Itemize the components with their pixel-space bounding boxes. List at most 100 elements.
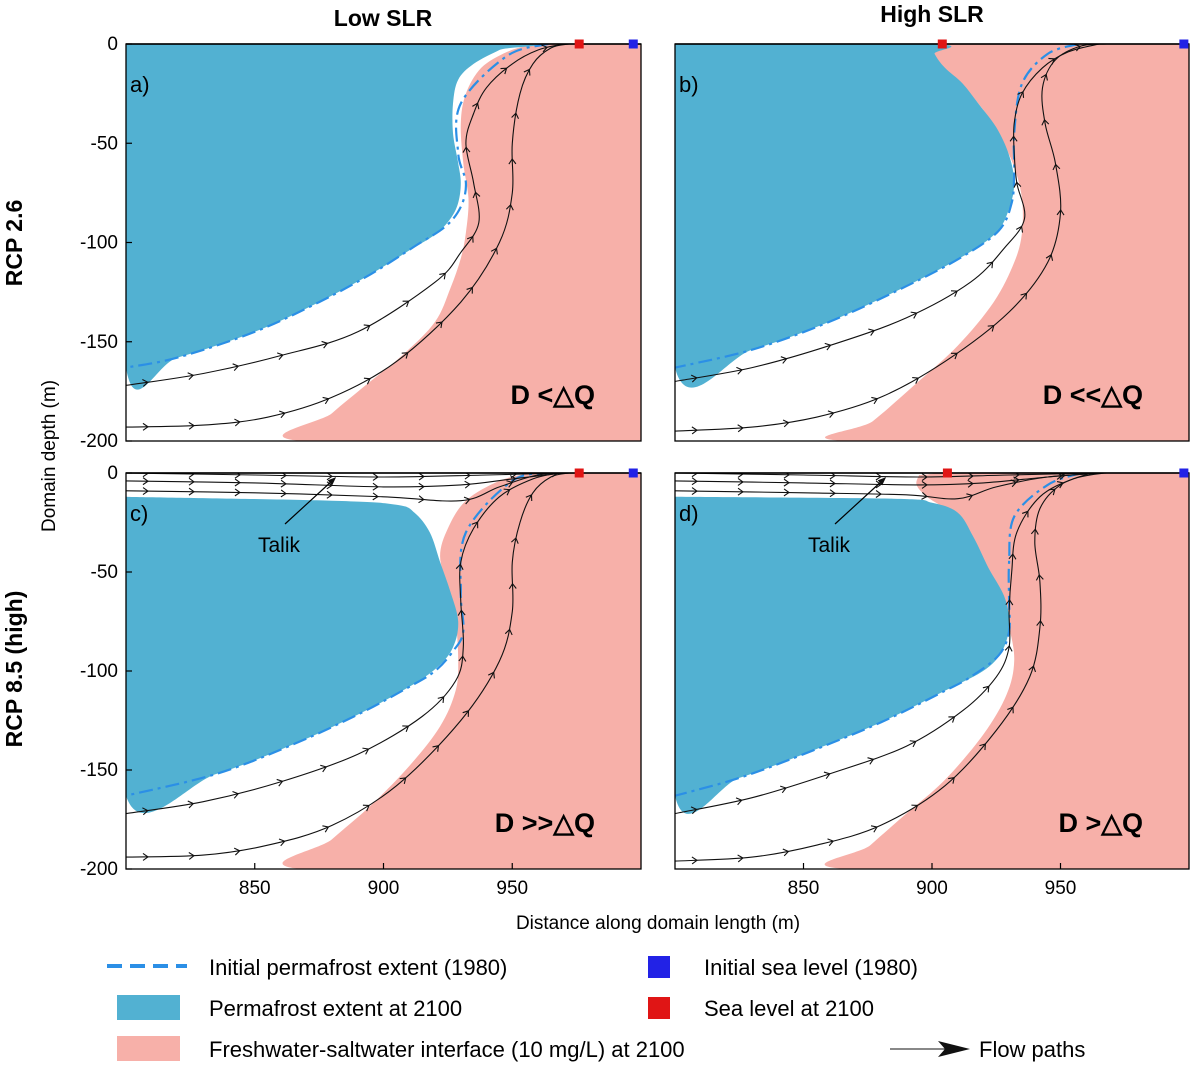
panel-c: c) D >>△Q Talik 0 -50 -100 -150 -200 850 900 950 xyxy=(80,463,642,899)
flow-arrow xyxy=(950,352,958,360)
talik-label: Talik xyxy=(808,534,851,557)
flow-arrow xyxy=(823,771,831,780)
flow-arrow xyxy=(737,487,744,496)
flow-arrow xyxy=(418,482,425,491)
initial-sea-level-marker xyxy=(1179,468,1189,478)
flow-arrow xyxy=(188,421,195,430)
flow-arrow xyxy=(737,424,744,433)
initial-permafrost-line xyxy=(126,44,549,369)
flow-path xyxy=(126,473,564,488)
flow-arrow xyxy=(782,848,790,857)
flow-arrow xyxy=(509,475,517,483)
flow-arrow xyxy=(278,410,286,419)
talik-pointer xyxy=(834,477,887,525)
saltwater-region xyxy=(282,44,641,441)
flow-arrow xyxy=(870,825,878,833)
flow-arrow xyxy=(1004,644,1013,652)
flow-arrow xyxy=(948,777,955,784)
flow-arrow xyxy=(827,838,835,847)
flow-arrow xyxy=(466,286,473,294)
sea-level-2100-marker xyxy=(574,39,584,49)
flow-arrow xyxy=(737,477,744,486)
flow-arrow xyxy=(322,396,330,405)
flow-arrow xyxy=(1035,573,1044,581)
x-tick-label: 850 xyxy=(788,878,820,899)
flow-arrow xyxy=(187,372,195,381)
flow-arrow xyxy=(1030,528,1039,535)
x-axis-title: Distance along domain length (m) xyxy=(516,913,800,934)
flow-arrow xyxy=(780,785,787,794)
y-tick-label: -100 xyxy=(80,661,118,682)
initial-permafrost-line xyxy=(675,473,1082,797)
row-title-rcp85: RCP 8.5 (high) xyxy=(1,591,27,748)
relation-label: D >△Q xyxy=(1058,808,1143,838)
flow-arrow xyxy=(466,235,474,243)
legend-swatch xyxy=(117,995,180,1020)
flow-arrow xyxy=(691,477,698,486)
flow-path xyxy=(126,473,570,858)
flow-arrow xyxy=(276,778,284,787)
column-title-high-slr: High SLR xyxy=(880,1,984,27)
flow-arrow xyxy=(321,340,329,349)
flow-arrow xyxy=(188,473,195,478)
flow-arrow xyxy=(188,852,195,860)
flow-arrow xyxy=(362,747,370,755)
legend-label: Flow paths xyxy=(979,1037,1085,1062)
flow-arrow xyxy=(911,804,919,812)
flow-arrow xyxy=(464,480,471,489)
flow-arrow xyxy=(188,487,195,496)
flow-arrow xyxy=(372,473,379,481)
flow-arrow xyxy=(690,374,698,383)
flow-arrow xyxy=(1005,598,1014,606)
legend-label: Sea level at 2100 xyxy=(704,996,874,1021)
flow-arrow xyxy=(506,480,514,488)
flow-arrow xyxy=(829,479,836,488)
flow-arrow xyxy=(142,852,149,861)
x-tick-label: 850 xyxy=(239,878,271,899)
legend-item-flow: Flow paths xyxy=(890,1037,1085,1062)
legend-swatch xyxy=(648,997,670,1019)
permafrost-region xyxy=(126,496,459,813)
legend-label: Initial sea level (1980) xyxy=(704,955,918,980)
flow-arrow xyxy=(320,764,328,773)
relation-label: D >>△Q xyxy=(495,808,595,838)
flow-arrow xyxy=(525,494,533,502)
flow-arrow xyxy=(1045,253,1054,261)
initial-sea-level-marker xyxy=(628,468,638,478)
flow-arrow xyxy=(234,478,241,487)
flow-arrow xyxy=(463,496,471,505)
panel-letter: c) xyxy=(130,501,148,526)
panel-d: d) D >△Q Talik 850 900 950 xyxy=(674,468,1190,899)
flow-arrow xyxy=(780,356,788,364)
flow-arrow xyxy=(1036,619,1045,627)
flow-arrow xyxy=(979,743,987,751)
flow-arrow xyxy=(402,300,410,308)
panel-a: a) D <△Q 0 -50 -100 -150 -200 xyxy=(80,34,642,452)
flow-arrow xyxy=(829,489,836,498)
flow-arrow xyxy=(363,324,371,332)
flow-arrow xyxy=(471,521,479,529)
flow-path xyxy=(675,44,1107,432)
legend-item-sea-level-2100: Sea level at 2100 xyxy=(648,996,874,1021)
flow-arrow xyxy=(142,487,149,495)
flow-arrow xyxy=(399,777,407,784)
flow-arrow xyxy=(1017,90,1025,98)
x-tick-label: 950 xyxy=(496,878,528,899)
flow-arrow xyxy=(950,290,958,297)
flow-arrow xyxy=(691,426,698,435)
flow-arrow xyxy=(472,102,480,110)
talik-label: Talik xyxy=(258,534,301,557)
y-tick-label: 0 xyxy=(107,463,118,484)
flow-arrow xyxy=(921,480,928,489)
sea-level-2100-marker xyxy=(574,468,584,478)
flow-arrow xyxy=(503,488,511,496)
flow-arrow xyxy=(462,146,471,153)
legend-item-initial-sea-level: Initial sea level (1980) xyxy=(648,955,918,980)
y-axis-title: Domain depth (m) xyxy=(39,380,60,532)
flow-arrow xyxy=(1013,473,1020,479)
relation-label: D <<△Q xyxy=(1043,380,1143,410)
y-tick-label: -150 xyxy=(80,760,118,781)
flow-arrow xyxy=(372,492,379,501)
initial-sea-level-marker xyxy=(628,39,638,49)
flow-arrow xyxy=(1010,479,1018,488)
